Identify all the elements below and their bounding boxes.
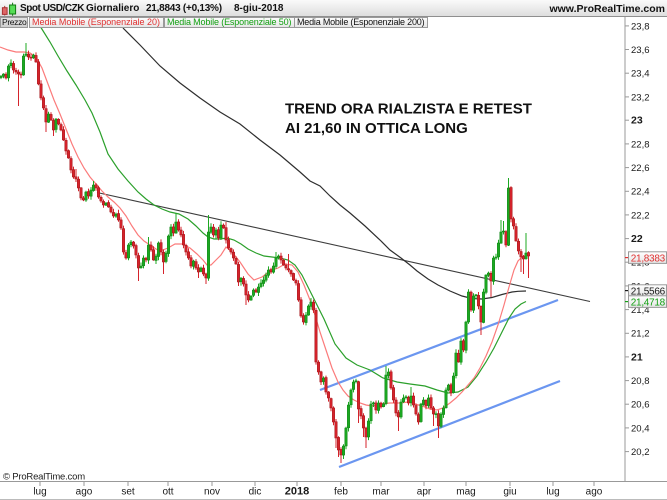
svg-text:22,4: 22,4 [631, 187, 650, 198]
svg-text:feb: feb [334, 487, 348, 498]
svg-text:21,8383: 21,8383 [631, 253, 666, 264]
svg-text:TREND ORA RIALZISTA E RETEST: TREND ORA RIALZISTA E RETEST [285, 101, 532, 118]
svg-text:21,4718: 21,4718 [631, 297, 666, 308]
svg-text:set: set [121, 487, 135, 498]
svg-text:22,6: 22,6 [631, 163, 650, 174]
svg-text:23,8: 23,8 [631, 21, 650, 32]
svg-text:ago: ago [586, 487, 603, 498]
svg-text:23,4: 23,4 [631, 69, 650, 80]
svg-text:apr: apr [417, 487, 432, 498]
svg-text:AI 21,60 IN OTTICA LONG: AI 21,60 IN OTTICA LONG [285, 120, 468, 137]
svg-text:21,4: 21,4 [631, 305, 650, 316]
svg-text:21: 21 [631, 351, 643, 363]
svg-text:22,8: 22,8 [631, 139, 650, 150]
svg-text:dic: dic [249, 487, 262, 498]
svg-text:giu: giu [503, 487, 516, 498]
svg-text:22: 22 [631, 233, 643, 245]
svg-text:2018: 2018 [285, 486, 309, 498]
svg-text:23,2: 23,2 [631, 92, 650, 103]
svg-text:20,2: 20,2 [631, 447, 650, 458]
svg-text:21,5566: 21,5566 [631, 286, 666, 297]
svg-text:nov: nov [204, 487, 220, 498]
svg-text:20,4: 20,4 [631, 423, 650, 434]
svg-text:© ProRealTime.com: © ProRealTime.com [3, 472, 85, 483]
svg-text:20,6: 20,6 [631, 400, 650, 411]
svg-text:mag: mag [456, 487, 475, 498]
svg-text:mar: mar [372, 487, 390, 498]
svg-text:22,2: 22,2 [631, 210, 650, 221]
svg-text:20,8: 20,8 [631, 376, 650, 387]
svg-text:ago: ago [76, 487, 93, 498]
svg-text:lug: lug [546, 487, 559, 498]
svg-text:21,2: 21,2 [631, 329, 650, 340]
svg-text:ott: ott [162, 487, 173, 498]
svg-text:23: 23 [631, 115, 643, 127]
svg-text:23,6: 23,6 [631, 45, 650, 56]
svg-text:lug: lug [33, 487, 46, 498]
